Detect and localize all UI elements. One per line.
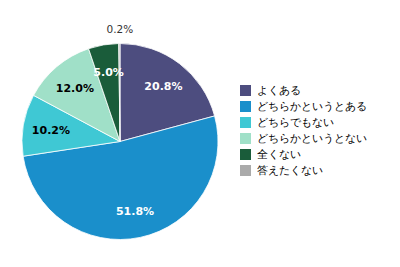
html-text:全くない: 全くない: [256, 147, 301, 161]
svg-text:10.2%: 10.2%: [32, 124, 70, 137]
html-text:よくある: よくある: [256, 83, 301, 97]
svg-text:5.0%: 5.0%: [93, 66, 124, 79]
html-text:どちらかというとない: どちらかというとない: [256, 131, 367, 145]
svg-text:12.0%: 12.0%: [56, 82, 94, 95]
svg-text:0.2%: 0.2%: [106, 23, 133, 35]
html-text:どちらでもない: どちらでもない: [256, 115, 334, 129]
html-text:答えたくない: 答えたくない: [256, 163, 323, 177]
svg-text:51.8%: 51.8%: [116, 205, 154, 218]
svg-text:20.8%: 20.8%: [144, 79, 182, 92]
html-text:どちらかというとある: どちらかというとある: [256, 99, 367, 113]
